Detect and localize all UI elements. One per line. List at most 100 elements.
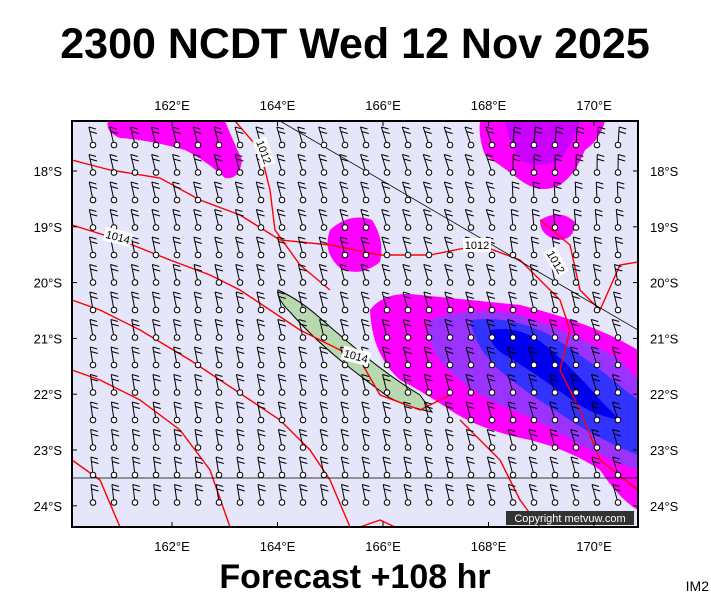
barb-feather (592, 433, 601, 437)
barb-station (215, 279, 223, 286)
barb-feather (572, 264, 580, 267)
barb-feather (446, 378, 454, 382)
barb-station (509, 389, 517, 396)
barb-feather (591, 484, 600, 487)
wind-barb (173, 346, 182, 369)
axes: 162°E 162°E 164°E 164°E 166°E 166°E 168°E 168°E… (34, 98, 679, 554)
barb-station (614, 361, 622, 369)
barb-station (362, 444, 370, 451)
barb-feather (465, 209, 473, 212)
wind-barb (257, 429, 266, 451)
barb-feather (403, 346, 411, 350)
barb-feather (361, 131, 369, 134)
barb-feather (153, 378, 161, 382)
barb-feather (512, 186, 520, 189)
barb-feather (444, 264, 452, 267)
barb-feather (195, 351, 203, 354)
wind-barb (235, 264, 244, 286)
barb-feather (258, 433, 266, 437)
barb-feather (466, 131, 474, 134)
barb-feather (554, 181, 562, 185)
barb-feather (512, 181, 520, 185)
barb-feather (572, 461, 580, 464)
wind-barb (381, 291, 391, 314)
barb-station (593, 416, 601, 424)
barb-feather (486, 291, 494, 295)
barb-station (530, 334, 538, 341)
barb-station (446, 224, 454, 231)
barb-feather (528, 319, 536, 322)
barb-feather (555, 131, 564, 134)
wind-barb (612, 484, 622, 506)
wind-barb (509, 126, 522, 149)
barb-feather (90, 401, 98, 405)
barb-station (551, 196, 559, 204)
barb-feather (424, 456, 432, 460)
barb-station (614, 251, 622, 259)
barb-station (215, 334, 223, 341)
barb-station (194, 224, 202, 231)
barb-feather (235, 181, 243, 185)
barb-feather (277, 236, 285, 240)
barb-feather (91, 433, 99, 437)
barb-feather (592, 351, 600, 354)
barb-feather (320, 456, 328, 460)
barb-feather (529, 378, 538, 382)
latitude-label: 24°S (34, 499, 63, 514)
barb-station (404, 306, 412, 314)
barb-feather (236, 346, 244, 350)
barb-feather (318, 154, 326, 157)
barb-station (299, 334, 307, 341)
barb-feather (361, 401, 369, 405)
barb-station (614, 444, 622, 451)
isobar (72, 459, 121, 527)
wind-barb (382, 456, 392, 479)
barb-feather (531, 236, 539, 240)
barb-feather (132, 296, 140, 299)
barb-station (131, 444, 139, 451)
barb-feather (111, 213, 119, 217)
wind-barb (255, 209, 265, 231)
barb-feather (363, 488, 371, 492)
barb-feather (278, 213, 286, 217)
wind-barb (445, 484, 454, 506)
barb-station (236, 251, 244, 259)
barb-feather (381, 209, 389, 212)
wind-barb (423, 236, 433, 259)
barb-feather (215, 456, 224, 460)
wind-barb (256, 291, 265, 314)
barb-feather (257, 186, 265, 189)
barb-feather (382, 319, 390, 322)
barb-feather (215, 158, 223, 162)
barb-feather (194, 346, 202, 350)
barb-feather (445, 158, 453, 162)
rain-area (327, 217, 382, 272)
wind-barb (443, 209, 454, 231)
barb-feather (320, 351, 328, 354)
wind-barb (360, 264, 370, 286)
barb-station (530, 306, 538, 314)
barb-station (320, 196, 328, 204)
barb-feather (236, 213, 244, 217)
barb-feather (593, 296, 601, 299)
wind-barb (109, 181, 119, 204)
barb-station (194, 389, 202, 396)
barb-station (299, 306, 307, 314)
barb-station (236, 169, 244, 176)
barb-feather (341, 406, 350, 409)
barb-feather (402, 236, 410, 240)
wind-barb (590, 319, 601, 341)
wind-barb (382, 374, 391, 396)
wind-barb (88, 154, 98, 176)
barb-station (362, 196, 370, 204)
barb-feather (383, 488, 392, 492)
wind-barb (214, 209, 223, 231)
barb-feather (383, 268, 391, 272)
barb-station (362, 389, 370, 396)
barb-station (152, 389, 160, 396)
barb-feather (404, 406, 412, 409)
barb-station (446, 361, 454, 369)
barb-feather (236, 241, 244, 244)
copyright: Copyright metvuw.com (514, 513, 625, 525)
barb-feather (595, 213, 603, 217)
